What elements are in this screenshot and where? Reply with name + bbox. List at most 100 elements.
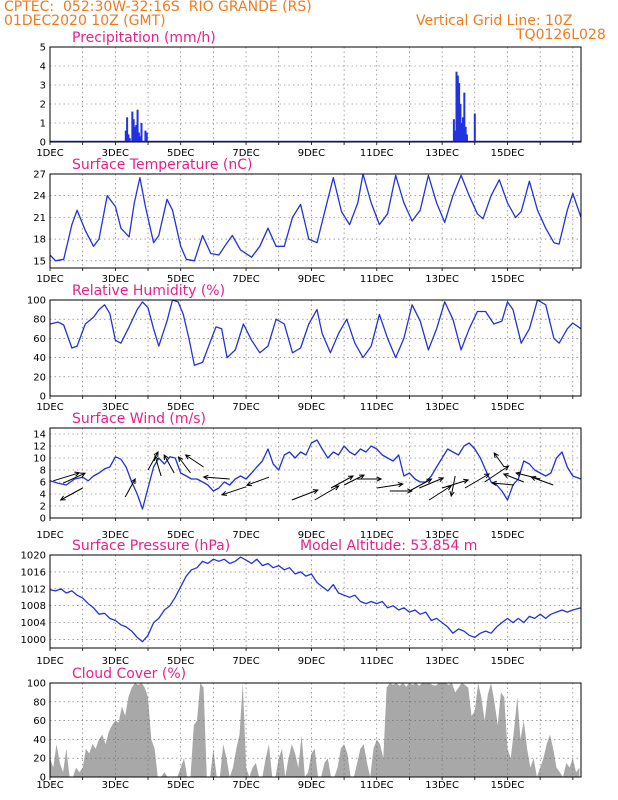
y-tick-label: 1000	[21, 635, 46, 646]
precip-bar	[126, 117, 129, 142]
y-tick-label: 3	[40, 81, 46, 92]
x-tick-label: 13DEC	[425, 656, 459, 667]
panel-frame	[49, 173, 582, 269]
wind-arrow	[314, 485, 340, 501]
y-tick-label: 40	[33, 353, 46, 364]
x-tick-label: 9DEC	[298, 402, 325, 413]
precip-bar	[455, 71, 458, 142]
y-tick-label: 0	[40, 392, 46, 403]
x-tick-label: 7DEC	[232, 148, 259, 159]
y-tick-label: 1020	[21, 551, 46, 562]
x-tick-label: 9DEC	[298, 780, 325, 791]
y-tick-label: 10	[33, 454, 46, 465]
x-tick-label: 11DEC	[360, 780, 394, 791]
y-tick-label: 0	[40, 138, 46, 149]
wind-arrow	[184, 454, 204, 468]
wind-arrow	[409, 478, 433, 492]
y-tick-label: 15	[33, 256, 46, 267]
y-tick-label: 2	[40, 100, 46, 111]
wind-arrow	[124, 477, 136, 498]
precip-bar	[127, 134, 130, 142]
x-tick-label: 3DEC	[102, 656, 129, 667]
panel-2: 15 18 21 24 27 1DEC 3DEC 5DEC 7DEC 9DEC 11DEC 13DEC…	[33, 157, 582, 285]
panel-frame	[49, 46, 582, 143]
wind-arrow	[177, 456, 191, 474]
y-tick-label: 8	[40, 466, 46, 477]
x-tick-label: 9DEC	[298, 656, 325, 667]
x-tick-label: 5DEC	[167, 780, 194, 791]
precip-bar	[140, 123, 143, 142]
y-tick-label: 1	[40, 119, 46, 130]
x-tick-label: 9DEC	[298, 274, 325, 285]
wind-arrow	[493, 452, 505, 468]
wind-arrow	[484, 465, 510, 483]
wind-arrow	[245, 476, 270, 487]
y-tick-label: 6	[40, 478, 46, 489]
x-tick-label: 3DEC	[102, 402, 129, 413]
y-tick-label: 0	[40, 773, 46, 784]
precip-bar	[131, 111, 134, 142]
precip-bar	[463, 92, 466, 142]
panel-title: Cloud Cover (%)	[72, 666, 186, 682]
wind-arrow	[220, 486, 247, 496]
precip-bar	[128, 138, 131, 142]
precip-bar	[462, 117, 465, 142]
panel-title: Surface Temperature (nC)	[72, 157, 253, 173]
x-tick-label: 3DEC	[102, 530, 129, 541]
x-tick-label: 15DEC	[491, 656, 525, 667]
x-tick-label: 15DEC	[491, 780, 525, 791]
x-tick-label: 1DEC	[36, 530, 63, 541]
x-tick-label: 1DEC	[36, 274, 63, 285]
y-tick-label: 60	[33, 334, 46, 345]
x-tick-label: 15DEC	[491, 148, 525, 159]
y-tick-label: 100	[27, 296, 46, 307]
wind-arrow	[441, 478, 470, 489]
y-tick-label: 4	[40, 490, 46, 501]
precip-bar	[133, 126, 136, 142]
wind-arrow	[147, 450, 159, 471]
y-tick-label: 1004	[21, 618, 46, 629]
y-tick-label: 60	[33, 716, 46, 727]
wind-arrow	[153, 454, 162, 477]
x-tick-label: 7DEC	[232, 274, 259, 285]
panel-1: 0 1 2 3 4 5 1DEC 3DEC 5DEC 7DEC 9DEC 11DEC 13DEC 15DE…	[36, 30, 582, 159]
y-tick-label: 100	[27, 679, 46, 690]
y-tick-label: 27	[33, 170, 46, 181]
series-line	[49, 173, 582, 262]
header-date: 01DEC2020 10Z (GMT)	[4, 13, 166, 29]
x-tick-label: 11DEC	[360, 656, 394, 667]
y-tick-label: 21	[33, 213, 46, 224]
x-tick-label: 13DEC	[425, 402, 459, 413]
x-tick-label: 7DEC	[232, 402, 259, 413]
wind-arrow	[59, 487, 83, 501]
x-tick-label: 7DEC	[232, 780, 259, 791]
wind-arrow	[291, 489, 319, 501]
x-tick-label: 15DEC	[491, 274, 525, 285]
precip-bar	[139, 136, 142, 142]
cloud-area	[50, 683, 580, 777]
wind-arrow	[515, 471, 541, 480]
wind-arrow	[464, 473, 490, 489]
wind-arrow	[389, 488, 413, 494]
wind-arrow	[202, 474, 230, 480]
x-tick-label: 9DEC	[298, 148, 325, 159]
panel-6: 0 20 40 60 80 100 1DEC 3DEC 5DEC 7DEC 9DEC 11DEC 13D…	[27, 666, 582, 791]
x-tick-label: 15DEC	[491, 530, 525, 541]
x-tick-label: 3DEC	[102, 274, 129, 285]
y-tick-label: 1012	[21, 584, 46, 595]
wind-arrow	[530, 475, 554, 486]
y-tick-label: 1016	[21, 567, 46, 578]
series-line	[49, 439, 582, 510]
precip-bar	[137, 132, 140, 142]
x-tick-label: 1DEC	[36, 402, 63, 413]
panel-frame	[49, 554, 582, 649]
x-tick-label: 13DEC	[425, 530, 459, 541]
wind-arrow	[53, 471, 81, 482]
precip-bar	[136, 109, 139, 142]
wind-arrow	[343, 474, 366, 486]
precip-bar	[124, 130, 127, 142]
wind-arrow	[419, 477, 445, 489]
y-tick-label: 4	[40, 62, 46, 73]
x-tick-label: 5DEC	[167, 274, 194, 285]
